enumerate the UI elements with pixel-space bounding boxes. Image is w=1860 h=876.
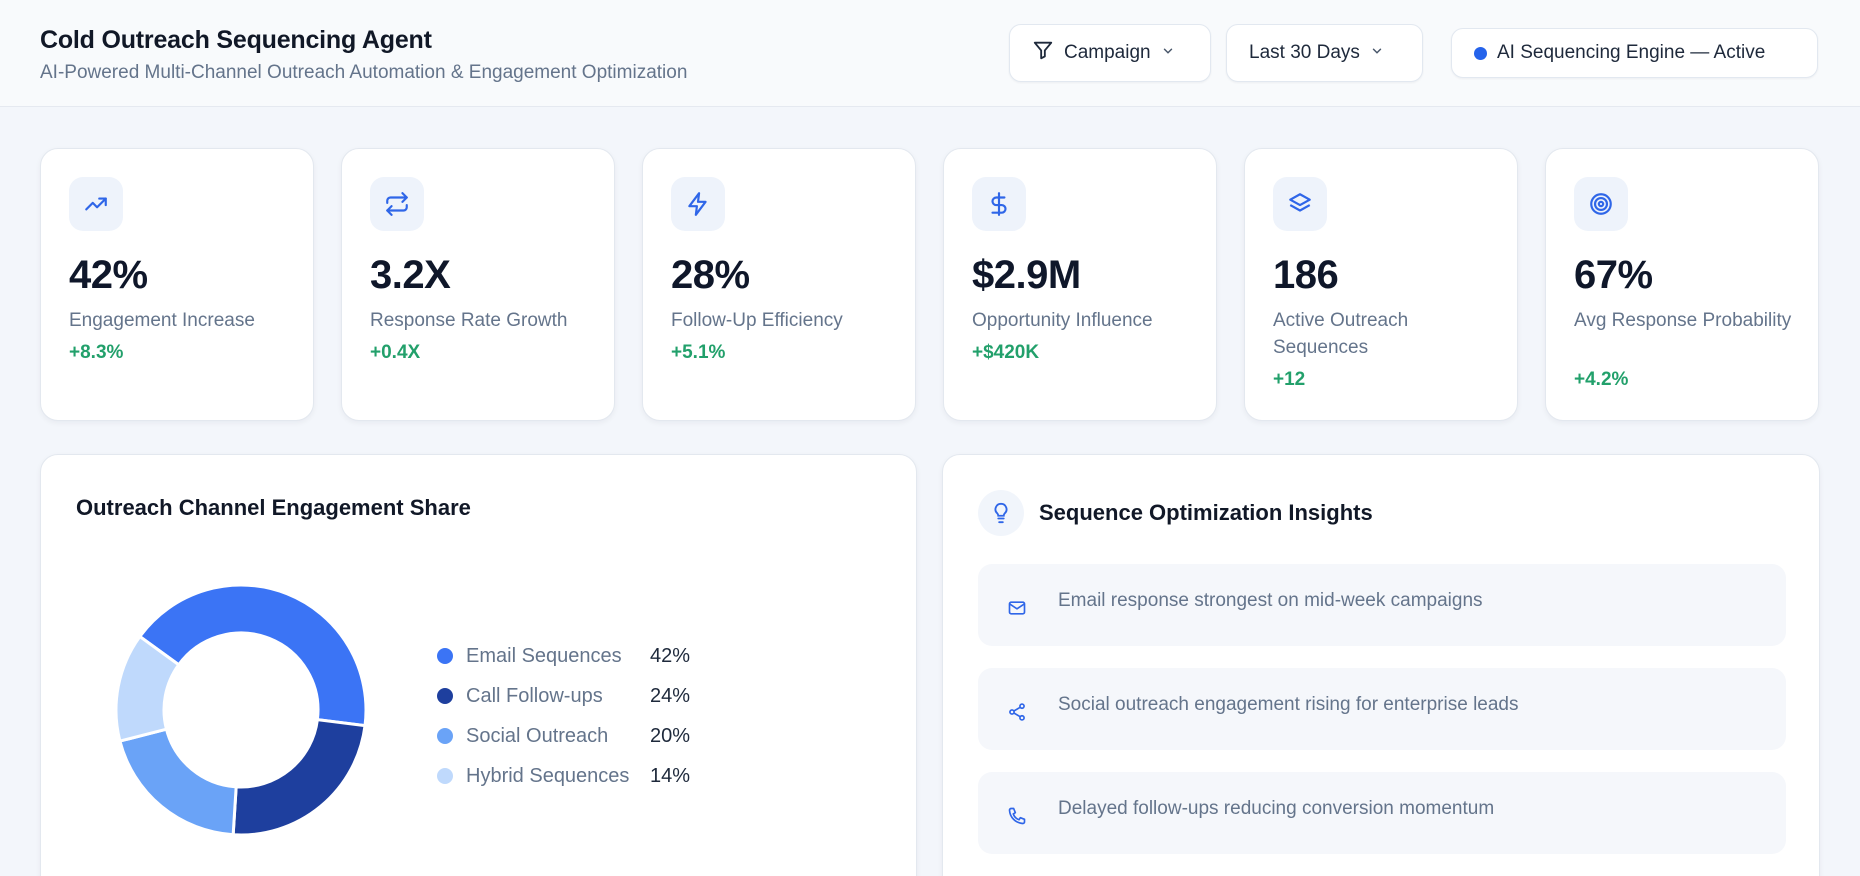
chevron-down-icon <box>1161 42 1175 64</box>
date-range-label: Last 30 Days <box>1249 42 1360 63</box>
legend-label: Call Follow-ups <box>466 684 603 707</box>
kpi-value: 3.2X <box>370 253 451 297</box>
kpi-card-engagement: 42% Engagement Increase +8.3% <box>40 148 314 421</box>
chart-legend: Email Sequences 42% Call Follow-ups 24% Soci… <box>437 636 690 796</box>
kpi-delta: +12 <box>1273 369 1306 390</box>
page-header: Cold Outreach Sequencing Agent AI-Powere… <box>0 0 1860 107</box>
kpi-value: 42% <box>69 253 148 297</box>
kpi-value: 186 <box>1273 253 1339 297</box>
phone-icon <box>997 796 1037 836</box>
legend-label: Social Outreach <box>466 724 609 747</box>
page-subtitle: AI-Powered Multi-Channel Outreach Automa… <box>40 62 688 83</box>
kpi-label: Active Outreach Sequences <box>1273 310 1409 358</box>
kpi-delta: +4.2% <box>1574 369 1629 390</box>
insight-text: Email response strongest on mid-week cam… <box>1058 590 1483 611</box>
share-icon <box>997 692 1037 732</box>
optimization-insights-panel: Sequence Optimization Insights Email res… <box>942 454 1820 876</box>
kpi-label: Engagement Increase <box>69 310 255 331</box>
kpi-label: Response Rate Growth <box>370 310 568 331</box>
legend-item[interactable]: Email Sequences 42% <box>437 636 690 676</box>
legend-item[interactable]: Hybrid Sequences 14% <box>437 756 690 796</box>
insight-item[interactable]: Social outreach engagement rising for en… <box>978 668 1786 750</box>
legend-item[interactable]: Call Follow-ups 24% <box>437 676 690 716</box>
legend-label: Email Sequences <box>466 644 622 667</box>
legend-swatch <box>437 648 453 664</box>
donut-slice-social-outreach[interactable] <box>118 727 238 837</box>
kpi-label: Follow-Up Efficiency <box>671 310 843 331</box>
donut-slice-call-follow-ups[interactable] <box>231 717 367 837</box>
kpi-value: 67% <box>1574 253 1653 297</box>
kpi-card-response-rate: 3.2X Response Rate Growth +0.4X <box>341 148 615 421</box>
target-icon <box>1574 177 1628 231</box>
filter-icon <box>1032 39 1054 67</box>
legend-value: 20% <box>650 724 691 747</box>
engine-status-badge: AI Sequencing Engine — Active <box>1451 28 1818 78</box>
legend-swatch <box>437 728 453 744</box>
panel-title: Outreach Channel Engagement Share <box>76 495 471 520</box>
kpi-delta: +0.4X <box>370 342 421 363</box>
kpi-card-active-sequences: 186 Active Outreach Sequences +12 <box>1244 148 1518 421</box>
campaign-filter-button[interactable]: Campaign <box>1009 24 1211 82</box>
insight-text: Social outreach engagement rising for en… <box>1058 694 1519 715</box>
panel-title: Sequence Optimization Insights <box>1039 500 1373 525</box>
legend-value: 24% <box>650 684 691 707</box>
engagement-share-panel: Outreach Channel Engagement Share Email … <box>40 454 917 876</box>
campaign-filter-label: Campaign <box>1064 42 1151 63</box>
chevron-down-icon <box>1370 42 1384 64</box>
layers-icon <box>1273 177 1327 231</box>
lightning-icon <box>671 177 725 231</box>
donut-slice-hybrid-sequences[interactable] <box>114 634 181 743</box>
insight-item[interactable]: Email response strongest on mid-week cam… <box>978 564 1786 646</box>
legend-item[interactable]: Social Outreach 20% <box>437 716 690 756</box>
insight-text: Delayed follow-ups reducing conversion m… <box>1058 798 1495 819</box>
kpi-card-opportunity: $2.9M Opportunity Influence +$420K <box>943 148 1217 421</box>
legend-value: 42% <box>650 644 691 667</box>
repeat-icon <box>370 177 424 231</box>
insight-item[interactable]: Delayed follow-ups reducing conversion m… <box>978 772 1786 854</box>
kpi-delta: +$420K <box>972 342 1040 363</box>
status-dot-icon <box>1474 46 1487 60</box>
trending-up-icon <box>69 177 123 231</box>
engine-status-label: AI Sequencing Engine — Active <box>1497 42 1766 63</box>
page-title: Cold Outreach Sequencing Agent <box>40 26 432 54</box>
legend-swatch <box>437 768 453 784</box>
lightbulb-icon <box>978 490 1024 536</box>
kpi-value: $2.9M <box>972 253 1081 297</box>
donut-slice-email-sequences[interactable] <box>137 583 368 728</box>
kpi-card-follow-up: 28% Follow-Up Efficiency +5.1% <box>642 148 916 421</box>
engagement-donut-chart <box>114 583 368 837</box>
kpi-value: 28% <box>671 253 750 297</box>
date-range-select[interactable]: Last 30 Days <box>1226 24 1423 82</box>
kpi-label: Opportunity Influence <box>972 310 1153 331</box>
legend-value: 14% <box>650 764 691 787</box>
kpi-delta: +8.3% <box>69 342 124 363</box>
legend-swatch <box>437 688 453 704</box>
dollar-icon <box>972 177 1026 231</box>
legend-label: Hybrid Sequences <box>466 764 630 787</box>
kpi-delta: +5.1% <box>671 342 726 363</box>
mail-icon <box>997 588 1037 628</box>
kpi-label: Avg Response Probability <box>1574 310 1792 331</box>
kpi-card-response-probability: 67% Avg Response Probability +4.2% <box>1545 148 1819 421</box>
